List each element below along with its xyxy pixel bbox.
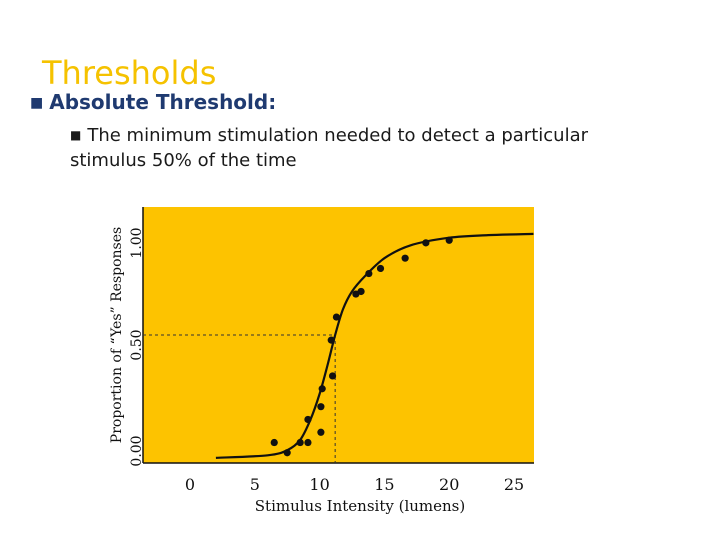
x-tick-label: 10 [309,475,329,494]
y-tick-label: 0.00 [129,435,145,466]
x-tick-label: 20 [439,475,459,494]
data-point [296,438,304,447]
bullet-definition: ■ The minimum stimulation needed to detec… [70,124,670,173]
bullet-2-line-1: The minimum stimulation needed to detect… [87,125,589,146]
bullet-2-line-2: stimulus 50% of the time [70,150,297,171]
data-point [401,254,409,262]
data-point [270,438,278,447]
y-axis-label: Proportion of “Yes” Responses [109,227,125,443]
data-point [328,372,337,380]
y-tick-label: 1.00 [129,227,145,258]
square-bullet-icon: ■ [30,95,44,111]
x-tick-label: 25 [504,475,524,494]
square-bullet-icon: ■ [70,128,82,142]
x-tick-label: 0 [185,475,195,494]
data-point [283,449,291,457]
x-axis-label: Stimulus Intensity (lumens) [255,497,465,515]
data-point [376,264,385,273]
data-point [357,287,365,296]
psychometric-curve [215,232,534,459]
data-point [327,336,335,344]
data-point [365,269,373,278]
plot-background [143,207,534,463]
data-point [445,236,453,244]
x-tick-label: 5 [250,475,260,494]
bullet-absolute-threshold: ■ Absolute Threshold: [30,90,276,114]
data-point [317,428,325,436]
data-point [318,385,326,393]
data-point [304,438,312,447]
slide-title: Thresholds [42,54,217,92]
data-point [422,239,430,247]
data-point [317,403,325,411]
tick-labels: 0 5 10 15 20 25 0.00 0.50 1.00 [129,227,524,494]
data-point [304,415,312,424]
x-tick-label: 15 [374,475,394,494]
threshold-guides [143,334,336,463]
data-point [332,313,341,321]
data-points [270,236,453,457]
bullet-1-text: Absolute Threshold: [49,90,277,114]
y-tick-label: 0.50 [129,329,145,360]
